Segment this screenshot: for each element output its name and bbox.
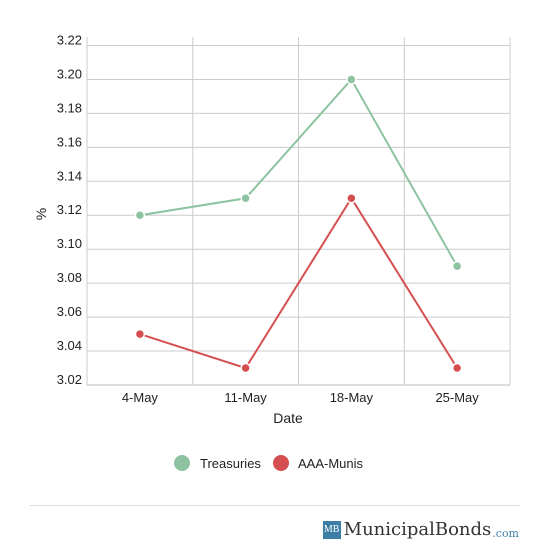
x-axis-ticks: 4-May 11-May 18-May 25-May [122, 390, 479, 405]
legend-label-treasuries: Treasuries [200, 456, 261, 471]
data-point-treasuries [240, 193, 251, 204]
footer-divider [30, 505, 520, 506]
x-tick-label: 4-May [122, 390, 159, 405]
x-tick-label: 18-May [330, 390, 374, 405]
series-group [134, 74, 463, 374]
legend-label-aaa-munis: AAA-Munis [298, 456, 364, 471]
grid [86, 37, 511, 386]
x-tick-label: 25-May [435, 390, 479, 405]
data-point-aaa-munis [134, 328, 146, 340]
legend-marker-treasuries [174, 455, 190, 471]
y-tick-label: 3.04 [57, 338, 82, 353]
x-tick-label: 11-May [224, 390, 267, 405]
y-tick-label: 3.12 [57, 202, 82, 217]
y-tick-label: 3.08 [57, 270, 82, 285]
y-axis-ticks: 3.02 3.04 3.06 3.08 3.10 3.12 3.14 3.16 3.18 3.20… [57, 32, 82, 387]
y-tick-label: 3.20 [57, 66, 82, 81]
y-tick-label: 3.06 [57, 304, 82, 319]
y-tick-label: 3.02 [57, 372, 82, 387]
x-axis-label: Date [273, 410, 303, 426]
brand-logo: MB MunicipalBonds .com [322, 519, 519, 541]
y-tick-label: 3.10 [57, 236, 82, 251]
data-point-aaa-munis [346, 193, 357, 204]
mb-logo-icon: MB [322, 521, 341, 539]
legend: Treasuries AAA-Munis [174, 455, 364, 471]
series-line-aaa-munis [139, 196, 458, 370]
line-chart: 3.02 3.04 3.06 3.08 3.10 3.12 3.14 3.16 3.18 3.20… [33, 32, 511, 471]
data-point-aaa-munis [451, 362, 463, 374]
y-tick-label: 3.22 [57, 32, 82, 47]
data-point-treasuries [134, 209, 146, 221]
y-tick-label: 3.16 [57, 134, 82, 149]
brand-tld: .com [492, 526, 519, 540]
data-point-treasuries [346, 74, 357, 85]
data-point-treasuries [451, 260, 463, 272]
data-point-aaa-munis [240, 362, 251, 374]
legend-marker-aaa-munis [273, 455, 289, 471]
y-tick-label: 3.18 [57, 100, 82, 115]
y-axis-label: % [33, 208, 49, 220]
y-tick-label: 3.14 [57, 168, 82, 183]
series-line-treasuries [139, 77, 458, 267]
brand-name: MunicipalBonds [343, 519, 492, 540]
